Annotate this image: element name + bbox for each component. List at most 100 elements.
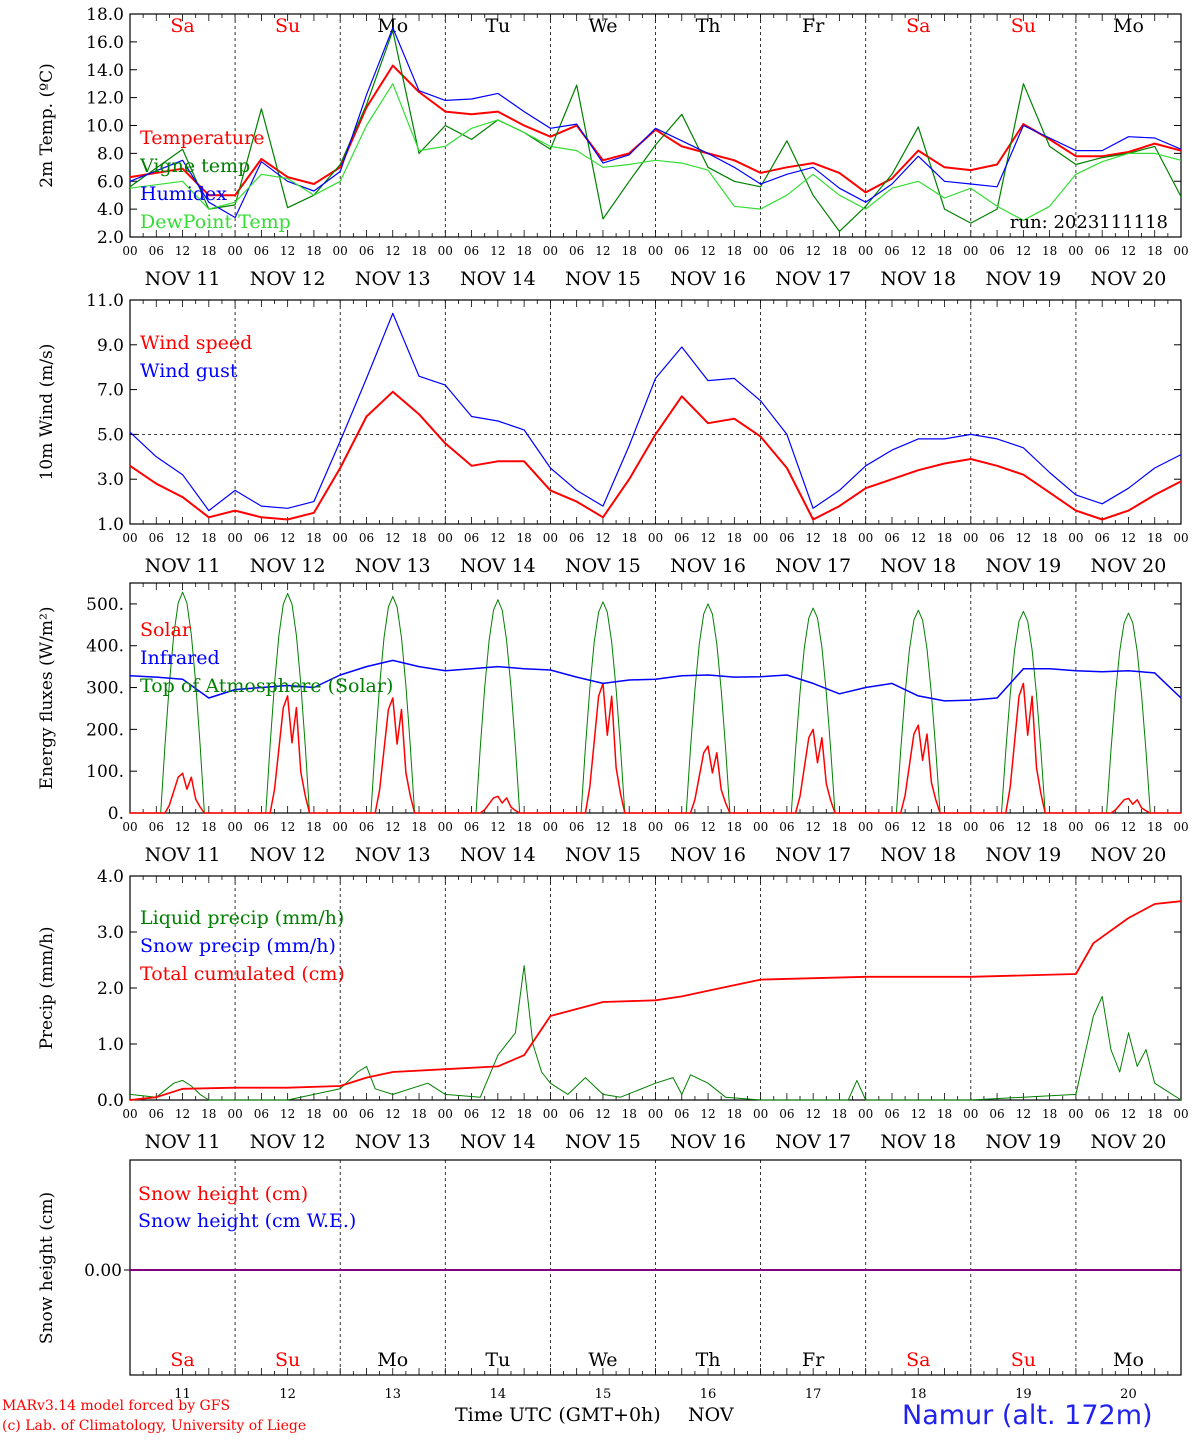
hour-tick-label: 12 xyxy=(490,244,505,258)
hour-tick-label: 00 xyxy=(753,820,768,834)
day-name: Mo xyxy=(1113,15,1144,37)
hour-tick-label: 18 xyxy=(832,531,847,545)
hour-tick-label: 06 xyxy=(989,820,1004,834)
hour-tick-label: 00 xyxy=(1068,244,1083,258)
date-label: NOV 12 xyxy=(250,1131,326,1153)
y-tick-label: 1.0 xyxy=(97,1035,124,1055)
y-tick-label: 0.00 xyxy=(84,1261,122,1281)
hour-tick-label: 18 xyxy=(727,531,742,545)
legend-entry: Vigne temp xyxy=(139,155,250,177)
day-name: Su xyxy=(1011,1349,1036,1371)
date-label: NOV 14 xyxy=(460,844,536,866)
legend-entry: Liquid precip (mm/h) xyxy=(140,907,344,929)
day-number: 16 xyxy=(700,1387,717,1402)
date-label: NOV 15 xyxy=(565,268,641,290)
y-tick-label: 12.0 xyxy=(86,89,124,109)
legend-entry: Infrared xyxy=(140,647,220,669)
hour-tick-label: 06 xyxy=(149,531,164,545)
hour-tick-label: 12 xyxy=(490,1107,505,1121)
hour-tick-label: 00 xyxy=(648,820,663,834)
y-tick-label: 11.0 xyxy=(86,291,124,311)
y-axis-label: Energy fluxes (W/m²) xyxy=(37,607,57,790)
date-label: NOV 12 xyxy=(250,268,326,290)
legend-entry: Snow height (cm) xyxy=(138,1183,308,1205)
hour-tick-label: 18 xyxy=(937,531,952,545)
hour-tick-label: 06 xyxy=(569,531,584,545)
hour-tick-label: 00 xyxy=(227,531,242,545)
date-label: NOV 11 xyxy=(145,268,221,290)
hour-tick-label: 06 xyxy=(884,244,899,258)
series-line xyxy=(655,603,761,814)
hour-tick-label: 06 xyxy=(989,531,1004,545)
hour-tick-label: 12 xyxy=(280,244,295,258)
y-tick-label: 300. xyxy=(86,679,124,699)
date-label: NOV 17 xyxy=(775,1131,851,1153)
date-label: NOV 19 xyxy=(985,1131,1061,1153)
hour-tick-label: 06 xyxy=(359,244,374,258)
date-label: NOV 16 xyxy=(670,1131,746,1153)
date-label: NOV 13 xyxy=(355,268,431,290)
hour-tick-label: 12 xyxy=(1016,531,1031,545)
hour-tick-label: 06 xyxy=(674,820,689,834)
hour-tick-label: 06 xyxy=(1095,1107,1110,1121)
date-label: NOV 17 xyxy=(775,844,851,866)
hour-tick-label: 12 xyxy=(595,244,610,258)
hour-tick-label: 06 xyxy=(1095,820,1110,834)
legend-entry: Humidex xyxy=(140,183,227,205)
hour-tick-label: 18 xyxy=(516,531,531,545)
hour-tick-label: 06 xyxy=(989,244,1004,258)
hour-tick-label: 12 xyxy=(280,820,295,834)
day-number: 17 xyxy=(805,1387,822,1402)
hour-tick-label: 12 xyxy=(385,531,400,545)
y-tick-label: 6.0 xyxy=(97,172,124,192)
series-line xyxy=(235,593,341,814)
hour-tick-label: 18 xyxy=(516,1107,531,1121)
hour-tick-label: 06 xyxy=(674,531,689,545)
day-name: Sa xyxy=(906,15,930,37)
hour-tick-label: 06 xyxy=(149,1107,164,1121)
hour-tick-label: 06 xyxy=(569,820,584,834)
legend-entry: DewPoint Temp xyxy=(140,211,291,233)
hour-tick-label: 18 xyxy=(622,531,637,545)
date-label: NOV 11 xyxy=(145,555,221,577)
y-tick-label: 14.0 xyxy=(86,61,124,81)
hour-tick-label: 12 xyxy=(175,531,190,545)
series-line xyxy=(129,900,1182,1101)
hour-tick-label: 18 xyxy=(201,820,216,834)
station-name: Namur (alt. 172m) xyxy=(902,1400,1153,1431)
hour-tick-label: 00 xyxy=(122,1107,137,1121)
y-tick-label: 3.0 xyxy=(97,470,124,490)
hour-tick-label: 12 xyxy=(595,820,610,834)
hour-tick-label: 00 xyxy=(333,531,348,545)
hour-tick-label: 18 xyxy=(516,820,531,834)
hour-tick-label: 18 xyxy=(516,244,531,258)
hour-tick-label: 06 xyxy=(464,244,479,258)
date-label: NOV 17 xyxy=(775,555,851,577)
series-line xyxy=(129,965,1182,1101)
hour-tick-label: 12 xyxy=(385,1107,400,1121)
hour-tick-label: 06 xyxy=(254,244,269,258)
hour-tick-label: 18 xyxy=(411,531,426,545)
day-name: Fr xyxy=(802,15,825,37)
y-tick-label: 10.0 xyxy=(86,117,124,137)
hour-tick-label: 18 xyxy=(201,531,216,545)
hour-tick-label: 12 xyxy=(1016,244,1031,258)
hour-tick-label: 18 xyxy=(727,1107,742,1121)
hour-tick-label: 00 xyxy=(753,244,768,258)
hour-tick-label: 06 xyxy=(674,1107,689,1121)
date-label: NOV 12 xyxy=(250,555,326,577)
series-line xyxy=(235,695,341,814)
day-number: 14 xyxy=(490,1387,507,1402)
hour-tick-label: 06 xyxy=(779,244,794,258)
date-label: NOV 13 xyxy=(355,1131,431,1153)
series-line xyxy=(970,610,1076,814)
day-name: Mo xyxy=(1113,1349,1144,1371)
series-line xyxy=(340,697,446,814)
series-line xyxy=(340,595,446,814)
hour-tick-label: 00 xyxy=(753,1107,768,1121)
hour-tick-label: 18 xyxy=(622,1107,637,1121)
hour-tick-label: 00 xyxy=(543,244,558,258)
y-tick-label: 2.0 xyxy=(97,228,124,248)
y-tick-label: 18.0 xyxy=(86,5,124,25)
